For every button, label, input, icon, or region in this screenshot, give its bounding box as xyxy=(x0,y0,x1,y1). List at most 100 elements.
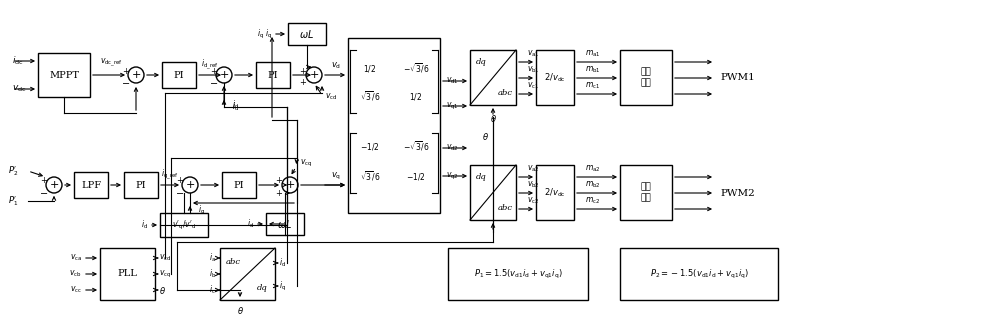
Text: abc: abc xyxy=(225,258,241,266)
Text: PI: PI xyxy=(234,180,244,190)
Bar xyxy=(620,248,778,300)
Bar xyxy=(620,165,672,220)
Text: PWM1: PWM1 xyxy=(720,73,755,83)
Text: $v_{\rm a2}$: $v_{\rm a2}$ xyxy=(527,164,540,174)
Text: $+$: $+$ xyxy=(122,66,130,76)
Text: dq: dq xyxy=(476,58,486,66)
Text: $i_{\rm c}$: $i_{\rm c}$ xyxy=(209,284,216,296)
Text: PI: PI xyxy=(136,180,146,190)
Text: $2/v_{\rm dc}$: $2/v_{\rm dc}$ xyxy=(544,186,566,199)
Text: $m_{\rm b2}$: $m_{\rm b2}$ xyxy=(585,180,601,190)
Text: PI: PI xyxy=(268,71,278,79)
Text: $P_1'$: $P_1'$ xyxy=(8,194,18,208)
Text: $+$: $+$ xyxy=(40,175,48,185)
Text: $i_{\rm a}$: $i_{\rm a}$ xyxy=(209,252,216,264)
Bar xyxy=(220,248,275,300)
Text: $v_{\rm cc}$: $v_{\rm cc}$ xyxy=(70,285,82,295)
Bar xyxy=(536,165,574,220)
Bar xyxy=(38,53,90,97)
Circle shape xyxy=(216,67,232,83)
Text: $v_{\rm d1}$: $v_{\rm d1}$ xyxy=(446,76,459,86)
Text: $v_{\rm q2}$: $v_{\rm q2}$ xyxy=(446,171,459,182)
Text: $-\sqrt{3}/6$: $-\sqrt{3}/6$ xyxy=(403,139,429,153)
Text: LPF: LPF xyxy=(81,180,101,190)
Text: abc: abc xyxy=(497,204,513,212)
Bar xyxy=(348,38,440,213)
Text: $-1/2$: $-1/2$ xyxy=(406,171,426,181)
Text: $+$: $+$ xyxy=(176,175,184,185)
Text: $i_{\rm q}$: $i_{\rm q}$ xyxy=(257,28,264,41)
Text: $+$: $+$ xyxy=(299,66,307,76)
Text: +: + xyxy=(131,70,141,80)
Text: $i_{\rm q}$: $i_{\rm q}$ xyxy=(279,279,286,293)
Text: $v_{\rm cq}$: $v_{\rm cq}$ xyxy=(159,268,171,279)
Bar xyxy=(536,50,574,105)
Text: $m_{\rm a2}$: $m_{\rm a2}$ xyxy=(585,164,601,174)
Text: $i_{\rm dc}$: $i_{\rm dc}$ xyxy=(12,55,24,67)
Bar xyxy=(100,248,155,300)
Text: $-\sqrt{3}/6$: $-\sqrt{3}/6$ xyxy=(403,61,429,75)
Text: $i_{\rm d\_ref}$: $i_{\rm d\_ref}$ xyxy=(201,58,219,72)
Text: $v_{\rm ca}$: $v_{\rm ca}$ xyxy=(70,253,82,263)
Text: $v_{\rm cb}$: $v_{\rm cb}$ xyxy=(69,269,82,279)
Circle shape xyxy=(46,177,62,193)
Text: $\theta$: $\theta$ xyxy=(490,113,496,125)
Text: PLL: PLL xyxy=(118,270,137,278)
Text: $+$: $+$ xyxy=(275,175,283,185)
Text: +: + xyxy=(309,70,319,80)
Text: $-$: $-$ xyxy=(175,189,185,197)
Text: $v_{\rm d}$: $v_{\rm d}$ xyxy=(331,61,341,71)
Text: dq: dq xyxy=(476,173,486,181)
Text: PI: PI xyxy=(174,71,184,79)
Text: 调制
策略: 调制 策略 xyxy=(641,183,651,202)
Text: $v_{\rm cq}$: $v_{\rm cq}$ xyxy=(300,157,312,169)
Text: $-$: $-$ xyxy=(209,77,219,87)
Circle shape xyxy=(282,177,298,193)
Bar xyxy=(470,165,516,220)
Text: 调制
策略: 调制 策略 xyxy=(641,68,651,87)
Text: $i_{\rm q}$: $i_{\rm q}$ xyxy=(198,203,205,216)
Text: $v_{\rm cd}$: $v_{\rm cd}$ xyxy=(159,253,171,263)
Bar xyxy=(162,62,196,88)
Bar xyxy=(256,62,290,88)
Text: +: + xyxy=(185,180,195,190)
Circle shape xyxy=(306,67,322,83)
Text: $i_{\rm q\_ref}$: $i_{\rm q\_ref}$ xyxy=(161,168,179,182)
Bar xyxy=(620,50,672,105)
Text: $i_{\rm q}$: $i_{\rm q}$ xyxy=(265,28,272,41)
Text: $v_{\rm dc\_ref}$: $v_{\rm dc\_ref}$ xyxy=(100,57,124,69)
Text: PWM2: PWM2 xyxy=(720,189,755,197)
Text: $i_{\rm d}$: $i_{\rm d}$ xyxy=(141,219,148,231)
Text: $2/v_{\rm dc}$: $2/v_{\rm dc}$ xyxy=(544,71,566,84)
Text: $-$: $-$ xyxy=(121,77,131,87)
Text: MPPT: MPPT xyxy=(49,71,79,79)
Text: $P_2'$: $P_2'$ xyxy=(8,164,18,178)
Text: $v_{\rm c2}$: $v_{\rm c2}$ xyxy=(527,196,539,206)
Bar xyxy=(222,172,256,198)
Text: $v'_{\rm q}/v'_{\rm d}$: $v'_{\rm q}/v'_{\rm d}$ xyxy=(172,218,196,232)
Text: dq: dq xyxy=(257,284,267,292)
Bar xyxy=(448,248,588,300)
Text: $v_{\rm q}$: $v_{\rm q}$ xyxy=(331,171,341,182)
Text: abc: abc xyxy=(497,89,513,97)
Text: $\theta$: $\theta$ xyxy=(482,132,488,142)
Text: +: + xyxy=(49,180,59,190)
Bar xyxy=(288,23,326,45)
Text: +: + xyxy=(219,70,229,80)
Text: $v_{\rm a1}$: $v_{\rm a1}$ xyxy=(527,49,540,59)
Text: $v_{\rm dc}$: $v_{\rm dc}$ xyxy=(12,84,26,94)
Text: $\omega L$: $\omega L$ xyxy=(299,28,315,40)
Text: $i_{\rm d}$: $i_{\rm d}$ xyxy=(232,101,239,113)
Bar xyxy=(470,50,516,105)
Text: $+$: $+$ xyxy=(299,77,307,87)
Text: $P_1=1.5(v_{\rm d1}i_{\rm d}+v_{\rm q1}i_{\rm q})$: $P_1=1.5(v_{\rm d1}i_{\rm d}+v_{\rm q1}i… xyxy=(474,267,562,280)
Text: $m_{\rm a1}$: $m_{\rm a1}$ xyxy=(585,49,601,59)
Text: $\omega L$: $\omega L$ xyxy=(277,218,293,230)
Text: $v_{\rm b1}$: $v_{\rm b1}$ xyxy=(527,65,540,75)
Text: +: + xyxy=(285,180,295,190)
Text: $1/2$: $1/2$ xyxy=(409,91,423,101)
Text: $\sqrt{3}/6$: $\sqrt{3}/6$ xyxy=(360,89,380,103)
Text: $P_2=-1.5(v_{\rm d1}i_{\rm d}+v_{\rm q1}i_{\rm q})$: $P_2=-1.5(v_{\rm d1}i_{\rm d}+v_{\rm q1}… xyxy=(650,267,748,280)
Text: $v_{\rm b2}$: $v_{\rm b2}$ xyxy=(527,180,540,190)
Text: $v_{\rm c1}$: $v_{\rm c1}$ xyxy=(527,81,539,91)
